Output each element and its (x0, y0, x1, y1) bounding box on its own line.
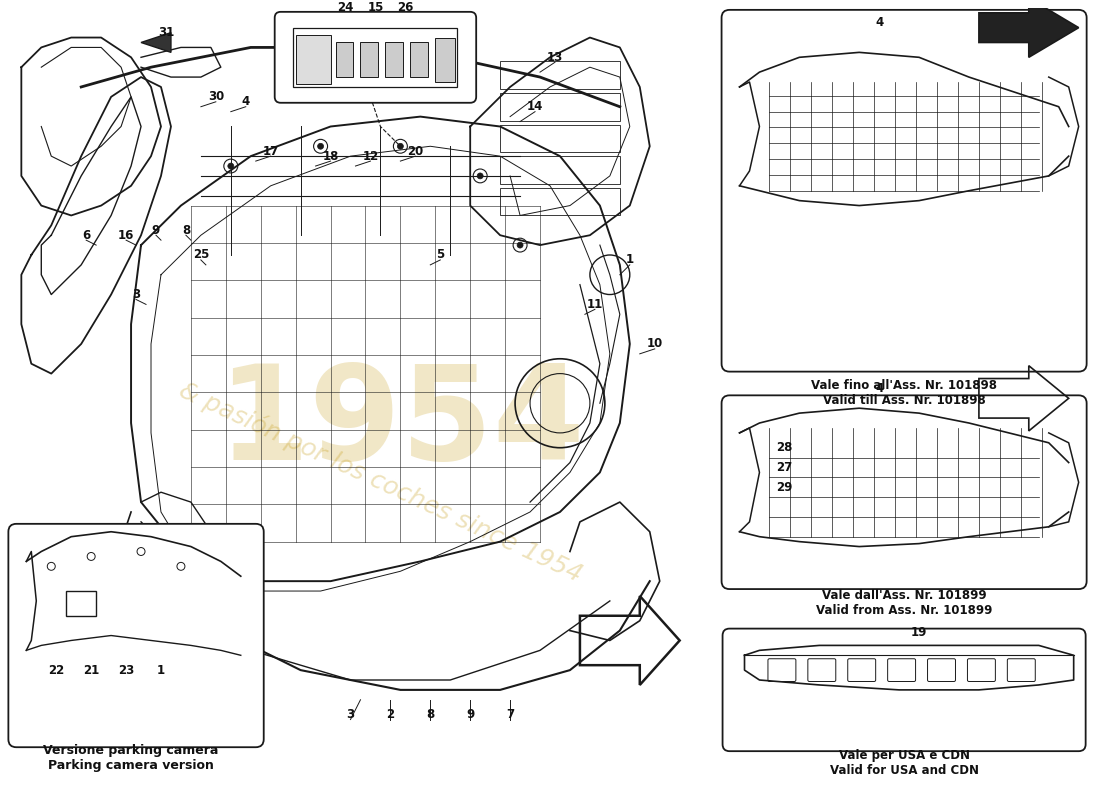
Text: Vale per USA e CDN
Valid for USA and CDN: Vale per USA e CDN Valid for USA and CDN (829, 749, 979, 777)
Text: 1: 1 (157, 664, 165, 677)
Text: 9: 9 (152, 224, 161, 237)
Bar (500, 188, 619, 215)
Bar (500, 156, 619, 184)
Bar (410, 42, 428, 77)
Text: 12: 12 (362, 150, 378, 162)
Text: 27: 27 (777, 461, 792, 474)
Text: 16: 16 (118, 229, 134, 242)
Text: 9: 9 (466, 708, 474, 721)
Circle shape (318, 143, 323, 150)
Text: 10: 10 (647, 338, 663, 350)
Bar (436, 38, 455, 82)
Text: 14: 14 (527, 100, 543, 114)
Text: 18: 18 (322, 150, 339, 162)
Text: 6: 6 (82, 229, 90, 242)
Bar (500, 93, 619, 121)
Polygon shape (141, 33, 170, 52)
Text: 17: 17 (263, 145, 278, 158)
Text: 26: 26 (397, 2, 414, 14)
Bar (296, 34, 331, 84)
Text: 8: 8 (182, 224, 190, 237)
Bar (500, 125, 619, 152)
Polygon shape (979, 0, 1079, 58)
Text: 15: 15 (367, 2, 384, 14)
FancyBboxPatch shape (722, 10, 1087, 372)
Text: & pasión por los coches since 1954: & pasión por los coches since 1954 (175, 378, 586, 587)
Text: 19: 19 (911, 626, 927, 639)
Text: 8: 8 (426, 708, 434, 721)
Bar (361, 42, 378, 77)
Bar (500, 62, 619, 89)
Text: 3: 3 (132, 288, 140, 301)
Text: 29: 29 (777, 481, 793, 494)
Bar (336, 42, 353, 77)
Text: 13: 13 (547, 51, 563, 64)
Text: 24: 24 (338, 2, 354, 14)
Text: 1954: 1954 (217, 359, 584, 486)
Text: 4: 4 (874, 16, 883, 30)
Text: 23: 23 (118, 664, 134, 677)
FancyBboxPatch shape (275, 12, 476, 102)
Text: 4: 4 (242, 95, 250, 108)
Bar (385, 42, 404, 77)
Text: 30: 30 (208, 90, 224, 103)
Text: 4: 4 (874, 382, 883, 395)
Text: 7: 7 (506, 708, 514, 721)
Circle shape (517, 242, 524, 248)
Bar (66, 591, 96, 616)
Text: 21: 21 (82, 664, 99, 677)
Text: 25: 25 (192, 249, 209, 262)
Circle shape (477, 173, 483, 179)
Text: Versione parking camera
Parking camera version: Versione parking camera Parking camera v… (43, 744, 219, 772)
Circle shape (397, 143, 404, 150)
Circle shape (228, 163, 234, 169)
Text: 20: 20 (407, 145, 424, 158)
Text: 2: 2 (386, 708, 395, 721)
FancyBboxPatch shape (722, 395, 1087, 589)
Text: 28: 28 (777, 442, 793, 454)
Text: 11: 11 (586, 298, 603, 311)
Text: Vale fino all'Ass. Nr. 101898
Valid till Ass. Nr. 101898: Vale fino all'Ass. Nr. 101898 Valid till… (811, 378, 997, 406)
Text: Vale dall'Ass. Nr. 101899
Valid from Ass. Nr. 101899: Vale dall'Ass. Nr. 101899 Valid from Ass… (816, 589, 992, 617)
Text: 22: 22 (48, 664, 65, 677)
Text: 1: 1 (626, 254, 634, 266)
Text: 5: 5 (437, 249, 444, 262)
Text: 3: 3 (346, 708, 354, 721)
FancyBboxPatch shape (723, 629, 1086, 751)
Bar (293, 28, 458, 87)
FancyBboxPatch shape (9, 524, 264, 747)
Text: 31: 31 (157, 26, 174, 39)
